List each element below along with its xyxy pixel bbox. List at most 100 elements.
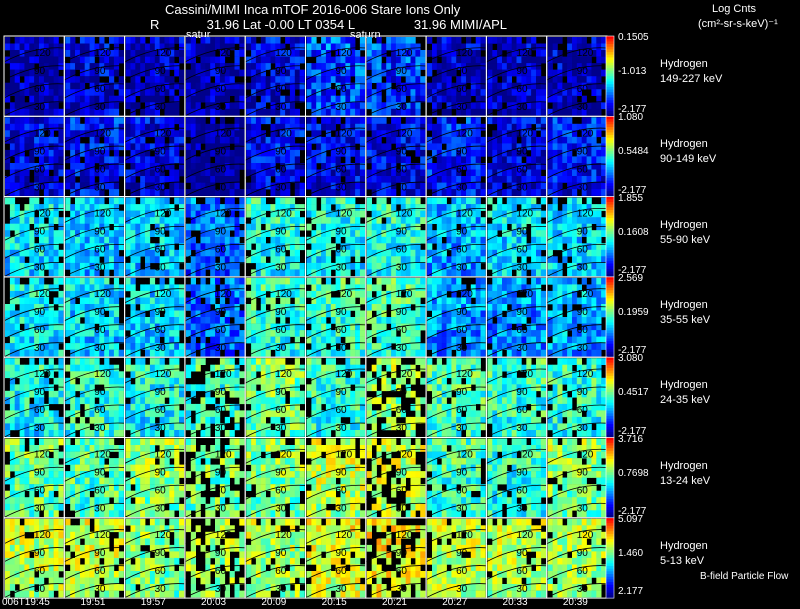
flux-pixel xyxy=(234,236,240,244)
flux-pixel xyxy=(340,230,346,237)
flux-pixel xyxy=(355,102,361,110)
flux-pixel xyxy=(572,89,578,96)
flux-pixel xyxy=(130,156,136,164)
flux-pixel xyxy=(299,349,305,357)
flux-pixel xyxy=(294,323,300,331)
flux-pixel xyxy=(260,243,266,251)
flux-pixel xyxy=(29,50,35,57)
pitch-angle-contour xyxy=(64,324,125,340)
flux-pixel xyxy=(335,176,341,183)
flux-pixel xyxy=(164,76,170,83)
flux-pixel xyxy=(446,236,452,244)
flux-pixel xyxy=(511,123,517,131)
flux-pixel xyxy=(154,249,160,257)
flux-pixel xyxy=(164,284,170,292)
flux-pixel xyxy=(456,197,462,205)
flux-pixel xyxy=(113,182,120,190)
flux-pixel xyxy=(475,163,481,170)
flux-pixel xyxy=(325,63,332,70)
flux-pixel xyxy=(581,102,587,110)
flux-pixel xyxy=(195,136,201,144)
flux-pixel xyxy=(557,130,563,138)
flux-pixel xyxy=(270,136,276,144)
flux-pixel xyxy=(19,163,25,170)
flux-pixel xyxy=(75,182,81,190)
flux-pixel xyxy=(174,63,180,70)
pitch-angle-contour xyxy=(305,243,366,259)
flux-pixel xyxy=(94,336,100,344)
flux-pixel xyxy=(260,56,266,64)
flux-pixel xyxy=(487,262,493,270)
flux-pixel xyxy=(562,102,568,110)
flux-pixel xyxy=(321,217,327,224)
flux-pixel xyxy=(581,37,587,44)
flux-pixel xyxy=(29,304,35,311)
pitch-angle-contour xyxy=(184,306,246,322)
flux-pixel xyxy=(70,95,76,103)
flux-pixel xyxy=(557,37,563,44)
flux-pixel xyxy=(461,269,467,277)
pitch-angle-contour xyxy=(486,145,547,161)
flux-pixel xyxy=(84,108,90,116)
colorbar-step xyxy=(606,70,614,74)
flux-pixel xyxy=(466,76,472,83)
flux-pixel xyxy=(275,108,281,116)
flux-pixel xyxy=(34,123,40,131)
flux-pixel xyxy=(154,317,160,324)
flux-pixel xyxy=(84,330,90,337)
contour-label: 120 xyxy=(275,128,292,139)
flux-pixel xyxy=(562,236,568,244)
flux-pixel xyxy=(58,290,64,298)
flux-pixel xyxy=(58,123,64,131)
flux-pixel xyxy=(376,217,382,224)
flux-pixel xyxy=(335,189,341,196)
flux-pixel xyxy=(436,176,442,183)
flux-pixel xyxy=(89,277,95,285)
flux-pixel xyxy=(53,143,59,151)
pitch-angle-contour xyxy=(546,261,608,277)
flux-pixel xyxy=(265,204,271,211)
flux-pixel xyxy=(376,149,382,157)
flux-pixel xyxy=(270,256,276,264)
flux-pixel xyxy=(562,163,568,170)
flux-pixel xyxy=(562,217,568,224)
flux-pixel xyxy=(325,223,332,231)
colorbar-step xyxy=(606,41,614,45)
flux-pixel xyxy=(24,249,30,257)
flux-pixel xyxy=(516,189,522,196)
flux-pixel xyxy=(596,169,602,177)
flux-pixel xyxy=(289,63,296,70)
flux-pixel xyxy=(420,56,426,64)
flux-pixel xyxy=(159,290,165,298)
flux-pixel xyxy=(586,269,592,277)
flux-pixel xyxy=(195,82,201,90)
flux-pixel xyxy=(441,269,447,277)
flux-pixel xyxy=(316,130,322,138)
flux-pixel xyxy=(294,176,300,183)
flux-pixel xyxy=(219,95,226,103)
flux-pixel xyxy=(113,223,120,231)
flux-pixel xyxy=(9,297,16,305)
pitch-angle-contour xyxy=(3,261,65,277)
flux-pixel xyxy=(109,310,115,318)
contour-label: 90 xyxy=(336,227,348,238)
flux-pixel xyxy=(149,169,156,177)
flux-pixel xyxy=(113,189,120,196)
flux-pixel xyxy=(441,130,447,138)
flux-pixel xyxy=(75,304,81,311)
flux-pixel xyxy=(205,210,211,218)
flux-pixel xyxy=(174,236,180,244)
flux-pixel xyxy=(53,277,59,285)
flux-pixel xyxy=(562,95,568,103)
flux-pixel xyxy=(311,217,317,224)
flux-pixel xyxy=(229,37,235,44)
flux-pixel xyxy=(289,256,296,264)
flux-pixel xyxy=(386,56,392,64)
flux-pixel xyxy=(547,95,553,103)
flux-pixel xyxy=(466,108,472,116)
flux-pixel xyxy=(205,43,211,51)
flux-pixel xyxy=(391,262,397,270)
flux-pixel xyxy=(345,123,351,131)
flux-pixel xyxy=(475,243,481,251)
flux-pixel xyxy=(113,82,120,90)
